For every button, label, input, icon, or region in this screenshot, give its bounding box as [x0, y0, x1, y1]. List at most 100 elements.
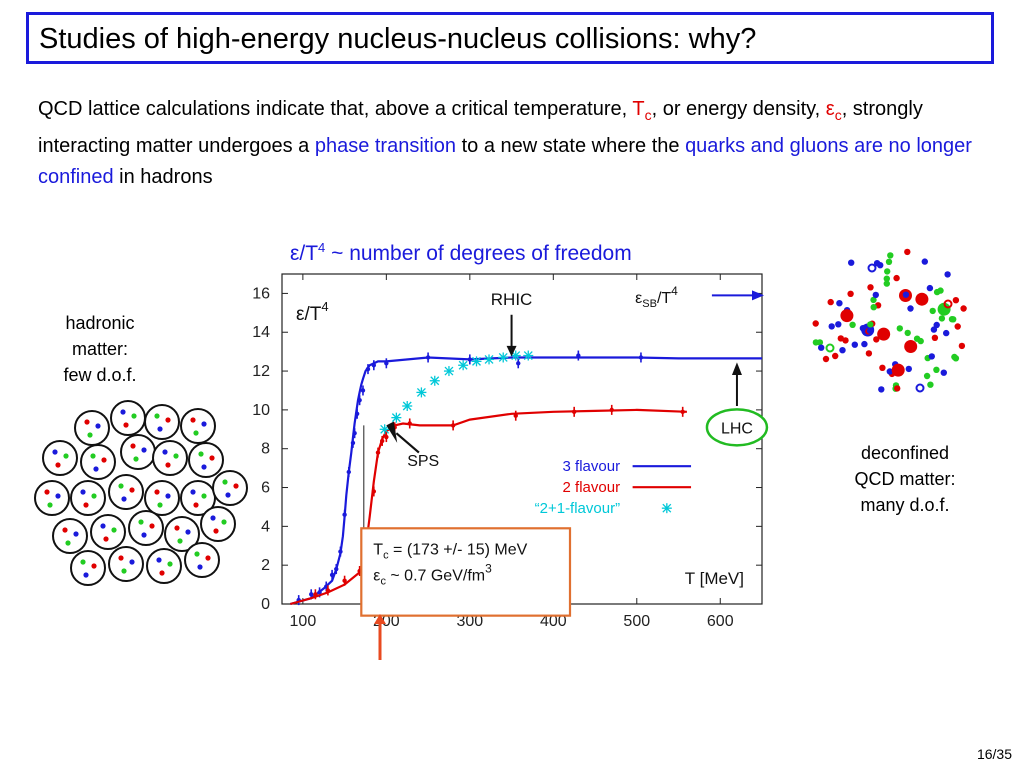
quark — [65, 540, 71, 546]
parton — [877, 327, 891, 341]
sb-arrowhead — [752, 290, 764, 301]
parton — [904, 248, 911, 256]
y-tick-label: 10 — [252, 402, 270, 419]
quark — [95, 423, 101, 429]
parton-ring — [915, 383, 925, 393]
quark — [165, 462, 171, 468]
parton — [849, 321, 856, 328]
quark — [165, 493, 171, 499]
quark — [100, 523, 106, 529]
sps-arrowhead — [386, 421, 398, 443]
data-point-star — [402, 401, 413, 411]
hadron — [144, 404, 180, 440]
quark — [103, 536, 109, 542]
parton — [861, 340, 868, 348]
hadron — [42, 440, 78, 476]
parton — [879, 364, 886, 371]
quark — [225, 492, 231, 498]
quark — [157, 502, 163, 508]
quark — [138, 519, 144, 525]
quark — [154, 489, 160, 495]
ec-symbol: εc — [825, 98, 842, 123]
data-point-star — [498, 352, 509, 363]
parton — [928, 353, 935, 360]
deconfined-matter-label: deconfined QCD matter: many d.o.f. — [854, 443, 956, 515]
quark — [73, 531, 79, 537]
quark — [121, 568, 127, 574]
quark — [141, 532, 147, 538]
quark — [123, 422, 129, 428]
rhic-label: RHIC — [491, 290, 533, 309]
hadron — [70, 550, 106, 586]
parton — [921, 258, 928, 265]
quark — [173, 453, 179, 459]
legend-entry-label: “2+1-flavour” — [535, 500, 620, 517]
quark — [213, 528, 219, 534]
data-point-star — [471, 356, 482, 367]
quark — [201, 493, 207, 499]
data-point — [309, 592, 314, 597]
hadron — [146, 548, 182, 584]
parton — [832, 352, 839, 360]
quark — [193, 430, 199, 436]
parton — [938, 315, 946, 322]
quark — [133, 456, 139, 462]
parton — [929, 307, 936, 315]
quark — [44, 489, 50, 495]
slide-title-box: Studies of high-energy nucleus-nucleus c… — [26, 12, 994, 64]
data-point — [425, 355, 431, 360]
y-tick-label: 14 — [252, 324, 270, 341]
parton — [842, 337, 849, 344]
quark — [55, 493, 61, 499]
data-point-star — [458, 360, 469, 371]
hadron — [180, 408, 216, 444]
data-point — [371, 363, 377, 368]
x-tick-label: 500 — [623, 613, 650, 630]
y-tick-label: 0 — [261, 596, 270, 613]
parton — [958, 342, 966, 350]
parton — [836, 300, 843, 307]
quark — [90, 453, 96, 459]
parton — [883, 280, 890, 287]
parton — [872, 291, 879, 299]
parton — [827, 298, 834, 306]
quark — [93, 466, 99, 472]
quark — [120, 409, 126, 415]
quark — [205, 555, 211, 561]
quark — [62, 527, 68, 533]
parton — [883, 275, 890, 282]
quark — [222, 479, 228, 485]
legend-entry-label: 3 flavour — [563, 458, 621, 475]
parton — [943, 329, 950, 337]
intro-text-1: QCD lattice calculations indicate that, … — [38, 98, 633, 120]
parton — [878, 386, 885, 393]
intro-text-3: , strongly interacting matter undergoes … — [38, 98, 923, 157]
data-point — [467, 357, 473, 362]
tc-arrow — [374, 614, 386, 660]
quark — [47, 502, 53, 508]
hadron — [200, 506, 236, 542]
quark — [159, 570, 165, 576]
x-tick-label: 100 — [290, 613, 317, 630]
tc-value-text: Tc = (173 +/- 15) MeV — [373, 541, 527, 561]
quark — [156, 557, 162, 563]
parton — [865, 350, 873, 357]
hadron — [128, 510, 164, 546]
parton-ring — [943, 299, 953, 309]
data-point-star — [443, 366, 454, 377]
parton — [866, 327, 874, 334]
quark — [221, 519, 227, 525]
intro-text-5: in hadrons — [113, 166, 213, 188]
data-point-star — [429, 375, 440, 386]
quark — [233, 483, 239, 489]
y-tick-label: 6 — [261, 480, 270, 497]
chart-caption: ε/T4 ~ number of degrees of freedom — [290, 240, 632, 265]
data-point — [516, 361, 521, 366]
lhc-arrowhead — [731, 362, 742, 375]
parton — [952, 297, 960, 304]
hadron — [52, 518, 88, 554]
data-point — [357, 397, 362, 403]
parton — [840, 309, 854, 323]
sps-arrow — [395, 432, 420, 454]
ec-value-text: εc ~ 0.7 GeV/fm3 — [373, 561, 492, 587]
